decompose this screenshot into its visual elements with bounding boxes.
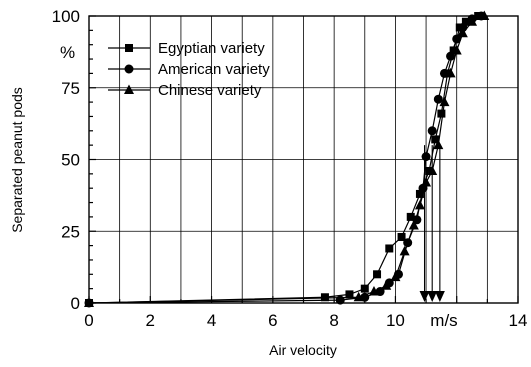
y-tick-label: 50 <box>61 151 80 170</box>
data-point <box>431 135 440 144</box>
data-point <box>427 126 437 136</box>
data-point <box>320 293 329 302</box>
legend-label: Chinese variety <box>158 82 262 99</box>
data-point <box>345 290 354 299</box>
legend-label: American variety <box>158 61 270 78</box>
data-point <box>390 271 401 282</box>
x-tick-label: 6 <box>268 311 277 330</box>
legend-marker <box>125 44 133 52</box>
data-point <box>439 96 450 107</box>
y-tick-label: 100 <box>52 7 80 26</box>
series-layer <box>84 10 490 308</box>
arrow-head <box>419 291 430 302</box>
annotation-layer <box>419 145 445 302</box>
y-unit-label: % <box>60 43 75 62</box>
data-point <box>445 67 456 78</box>
grid-lines <box>89 16 518 303</box>
legend-entry: Chinese variety <box>108 82 262 99</box>
x-tick-label: 8 <box>329 311 338 330</box>
legend-marker <box>124 64 134 74</box>
x-unit-label: m/s <box>430 311 457 330</box>
data-point <box>449 46 458 55</box>
legend-label: Egyptian variety <box>158 40 265 57</box>
data-point <box>335 295 345 305</box>
data-point <box>433 94 443 104</box>
data-point <box>467 16 478 26</box>
legend-entry: Egyptian variety <box>108 40 265 57</box>
data-point <box>425 166 434 175</box>
tick-labels: 0 2 4 6 8 10 14 0 25 50 75 100 <box>52 7 528 330</box>
y-tick-label: 75 <box>61 79 80 98</box>
data-point <box>457 27 468 38</box>
y-axis-label: Separated peanut pods <box>9 87 25 233</box>
data-point <box>381 280 392 290</box>
data-point <box>414 199 425 210</box>
data-point <box>421 152 431 162</box>
data-point <box>433 139 444 150</box>
arrow-head <box>427 291 438 302</box>
data-point <box>421 176 432 187</box>
arrow-head <box>434 291 445 302</box>
x-tick-label: 0 <box>84 311 93 330</box>
data-point <box>408 220 419 230</box>
arrow-down-marker <box>427 145 438 302</box>
data-point <box>437 109 446 118</box>
data-point <box>479 10 490 20</box>
x-tick-label: 2 <box>146 311 155 330</box>
data-point <box>360 284 369 293</box>
data-point <box>461 17 470 26</box>
x-tick-label: 14 <box>509 311 528 330</box>
series-triangle <box>84 10 490 307</box>
data-point <box>84 297 94 307</box>
data-point <box>451 44 462 55</box>
x-tick-label: 10 <box>386 311 405 330</box>
data-point <box>368 286 379 296</box>
y-tick-label: 25 <box>61 222 80 241</box>
x-tick-label: 4 <box>207 311 216 330</box>
data-point <box>415 189 424 198</box>
x-axis-label: Air velocity <box>269 342 337 358</box>
data-point <box>397 232 406 241</box>
y-tick-label: 0 <box>71 294 80 313</box>
data-point <box>385 244 394 253</box>
data-point <box>406 212 415 221</box>
legend: Egyptian variety American variety Chinese … <box>108 40 270 99</box>
data-point <box>373 270 382 279</box>
legend-marker <box>124 84 134 94</box>
arrow-down-marker <box>434 145 445 302</box>
data-point <box>353 291 364 302</box>
legend-entry: American variety <box>108 61 270 78</box>
data-point <box>399 245 410 256</box>
arrow-down-marker <box>419 145 430 302</box>
